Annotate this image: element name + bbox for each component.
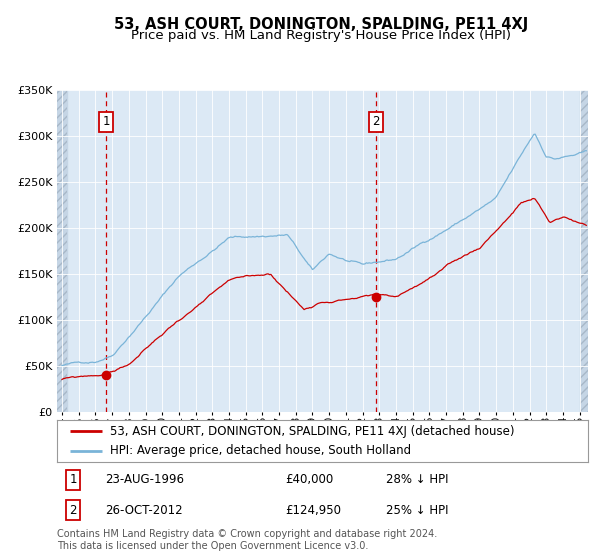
Text: Price paid vs. HM Land Registry's House Price Index (HPI): Price paid vs. HM Land Registry's House … xyxy=(131,29,511,42)
Text: 1: 1 xyxy=(69,473,77,486)
Text: 53, ASH COURT, DONINGTON, SPALDING, PE11 4XJ (detached house): 53, ASH COURT, DONINGTON, SPALDING, PE11… xyxy=(110,425,515,438)
Text: 28% ↓ HPI: 28% ↓ HPI xyxy=(386,473,449,486)
Bar xyxy=(57,90,67,412)
Text: 2: 2 xyxy=(69,503,77,516)
Text: 25% ↓ HPI: 25% ↓ HPI xyxy=(386,503,449,516)
Text: £124,950: £124,950 xyxy=(286,503,341,516)
Text: £40,000: £40,000 xyxy=(286,473,334,486)
Bar xyxy=(580,90,588,412)
Text: 1: 1 xyxy=(103,115,110,128)
Text: Contains HM Land Registry data © Crown copyright and database right 2024.
This d: Contains HM Land Registry data © Crown c… xyxy=(57,529,437,551)
Bar xyxy=(57,90,67,412)
Text: 2: 2 xyxy=(373,115,380,128)
Text: 53, ASH COURT, DONINGTON, SPALDING, PE11 4XJ: 53, ASH COURT, DONINGTON, SPALDING, PE11… xyxy=(114,17,528,32)
Text: 23-AUG-1996: 23-AUG-1996 xyxy=(105,473,184,486)
Text: HPI: Average price, detached house, South Holland: HPI: Average price, detached house, Sout… xyxy=(110,444,411,457)
Text: 26-OCT-2012: 26-OCT-2012 xyxy=(105,503,182,516)
Bar xyxy=(580,90,588,412)
